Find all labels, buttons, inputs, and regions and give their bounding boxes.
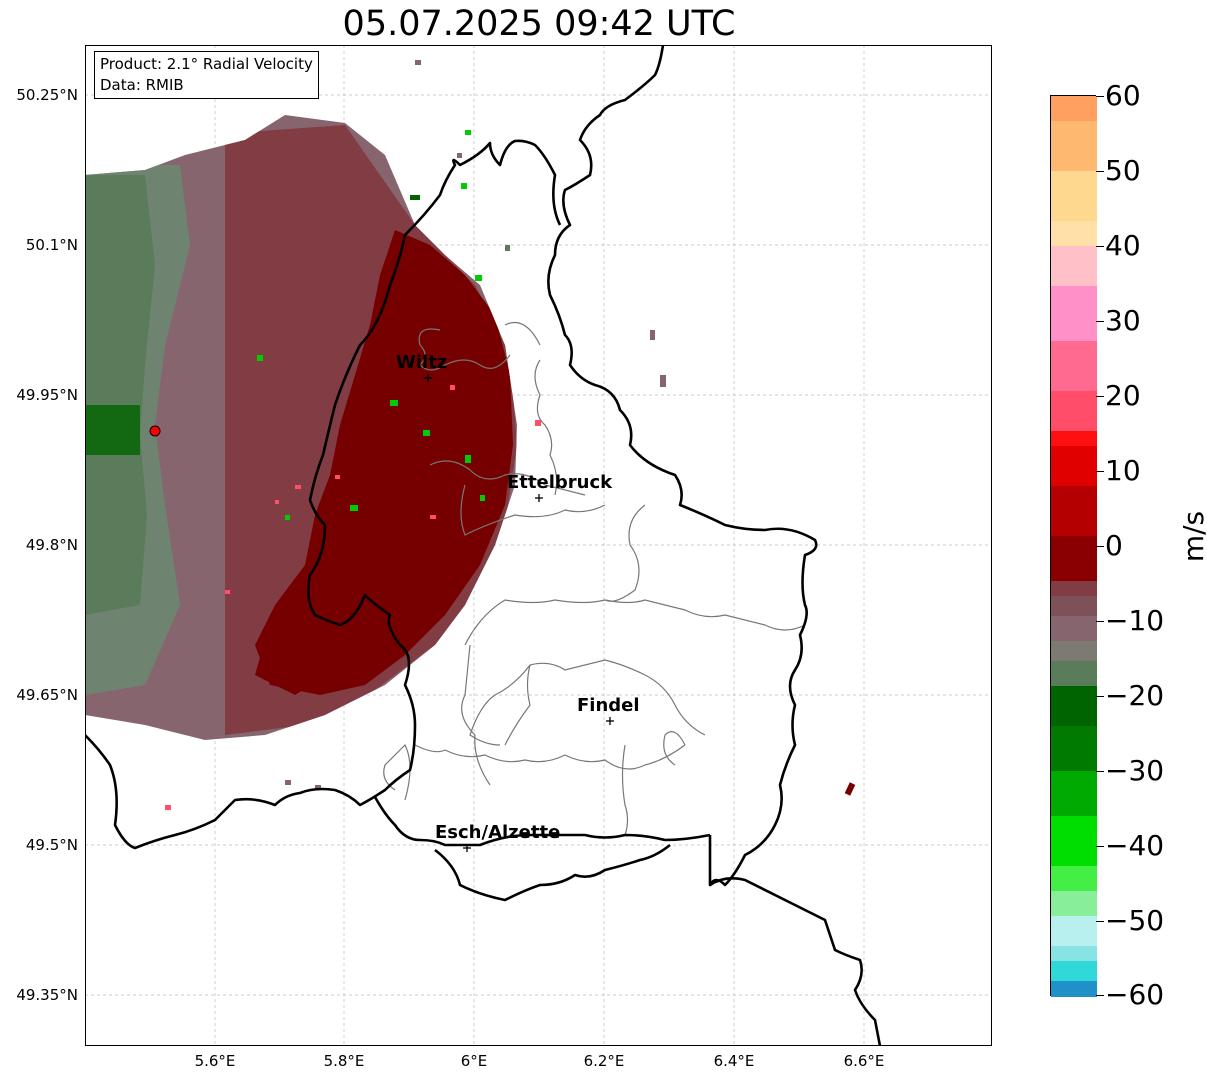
city-label-wiltz: Wiltz [396,352,447,373]
lon-tick: 6.6°E [843,1052,885,1070]
colorbar-tick-label: 40 [1105,229,1141,262]
lat-tick: 49.8°N [25,536,78,554]
data-source-label: Data: RMIB [100,76,184,94]
lon-tick: 5.8°E [323,1052,365,1070]
colorbar-tick-label: 50 [1105,154,1141,187]
lon-tick: 6°E [460,1052,488,1070]
colorbar-tick-label: −10 [1105,604,1165,637]
colorbar-tick-label: 10 [1105,454,1141,487]
colorbar-gradient [1051,96,1097,997]
colorbar-unit-label: m/s [1177,510,1207,563]
city-label-esch-alzette: Esch/Alzette [435,822,560,843]
product-label: Product: 2.1° Radial Velocity [100,55,313,73]
radar-site-marker [149,425,161,437]
colorbar-tick-label: −50 [1105,904,1165,937]
national-borders [85,45,882,1046]
colorbar-tick-label: −60 [1105,978,1165,1011]
map-canvas: Wiltz Ettelbruck Findel Esch/Alzette [85,45,992,1046]
lon-tick: 5.6°E [194,1052,236,1070]
lat-tick: 50.25°N [16,86,78,104]
colorbar-tick-label: 0 [1105,529,1123,562]
map-title: 05.07.2025 09:42 UTC [342,4,736,44]
lat-tick: 49.95°N [16,386,78,404]
radar-map[interactable]: Wiltz Ettelbruck Findel Esch/Alzette [85,45,992,1046]
lat-tick: 50.1°N [25,236,78,254]
colorbar-tick-label: −40 [1105,829,1165,862]
colorbar-tick-label: 30 [1105,304,1141,337]
lon-tick: 6.4°E [713,1052,755,1070]
lat-tick: 49.5°N [25,836,78,854]
velocity-colorbar [1050,95,1097,997]
city-markers [424,374,614,852]
colorbar-tick-label: −30 [1105,754,1165,787]
city-label-findel: Findel [577,695,640,716]
lat-tick: 49.65°N [16,686,78,704]
lon-tick: 6.2°E [583,1052,625,1070]
colorbar-tick-label: 60 [1105,79,1141,112]
product-info-box: Product: 2.1° Radial Velocity Data: RMIB [94,51,319,99]
canton-boundaries [383,321,806,836]
isolated-echoes [165,60,856,810]
city-label-ettelbruck: Ettelbruck [507,472,613,493]
colorbar-tick-label: −20 [1105,679,1165,712]
lat-tick: 49.35°N [16,986,78,1004]
colorbar-tick-label: 20 [1105,379,1141,412]
